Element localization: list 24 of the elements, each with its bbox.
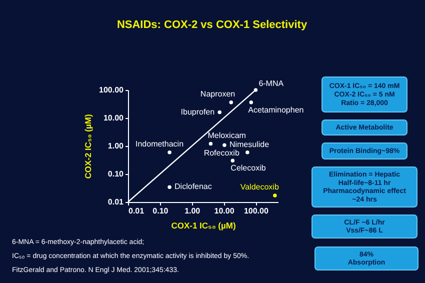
- y-axis-title: COX-2 IC₅₀ (µM): [83, 114, 94, 179]
- series-label: Naproxen: [200, 89, 236, 98]
- series-label: Nimesulide: [229, 140, 270, 150]
- x-tick-label: 10.00: [214, 206, 235, 216]
- x-tick-label: 1.00: [184, 206, 201, 216]
- series-label: Acetaminophen: [248, 105, 304, 114]
- series-label: Indomethacin: [136, 139, 184, 148]
- series-label: Diclofenac: [174, 182, 212, 192]
- series-label: Ibuprofen: [180, 107, 215, 116]
- y-tick-label: 1.00: [108, 142, 124, 150]
- y-tick-label: 100.00: [99, 86, 124, 94]
- chart-title: NSAIDs: COX-2 vs COX-1 Selectivity: [116, 19, 308, 31]
- x-tick-label: 100.00: [244, 206, 269, 216]
- y-tick-label: 0.10: [108, 170, 124, 178]
- x-tick-label: 0.10: [152, 206, 169, 216]
- series-label: Celecoxib: [230, 164, 266, 173]
- y-tick-label: 10.00: [103, 114, 124, 122]
- series-label: 6-MNA: [258, 79, 284, 88]
- series-label: Valdecoxib: [240, 182, 280, 192]
- y-tick-label: 0.01: [108, 198, 124, 206]
- x-tick-label: 0.01: [128, 206, 145, 216]
- series-label: Rofecoxib: [204, 148, 240, 158]
- series-label: Meloxicam: [208, 130, 246, 140]
- x-axis-title: COX-1 IC₅₀ (µM): [171, 220, 236, 230]
